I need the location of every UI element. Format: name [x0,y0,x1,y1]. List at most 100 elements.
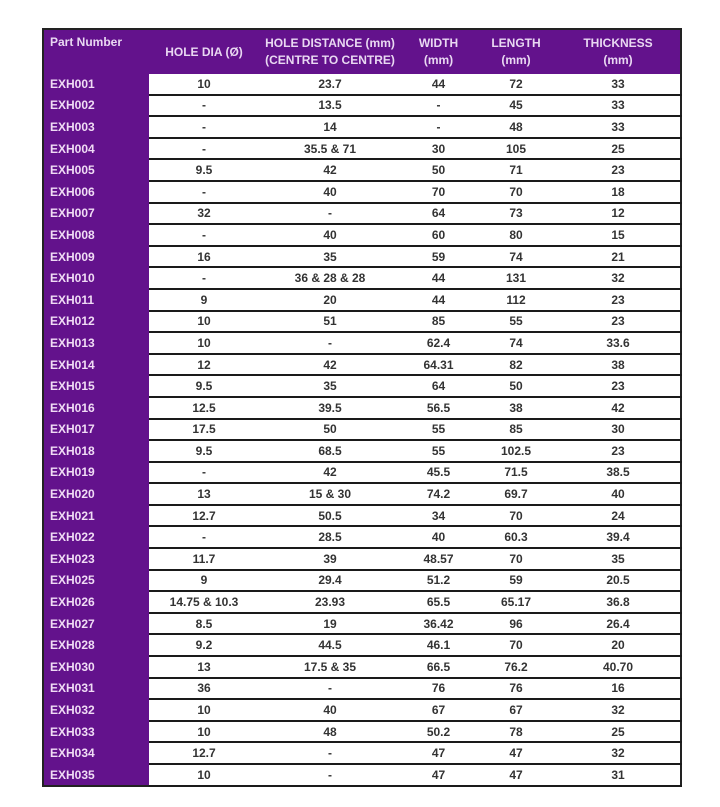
cell-width: 55 [401,418,476,442]
cell-width: 59 [401,245,476,269]
cell-length: 60.3 [476,526,556,550]
cell-part-number: EXH013 [43,332,149,355]
cell-thickness: 26.4 [556,612,682,636]
cell-hole-distance: - [259,202,401,226]
header-part-number: Part Number [43,29,149,74]
cell-thickness: 23 [556,310,682,334]
cell-hole-dia: 10 [149,74,259,96]
cell-width: 64 [401,202,476,226]
cell-hole-dia: 17.5 [149,418,259,442]
cell-part-number: EXH004 [43,137,149,160]
table-row: EXH032 10 40 67 67 32 [43,699,682,722]
cell-thickness: 25 [556,137,682,161]
cell-hole-distance: - [259,764,401,787]
cell-length: 70 [476,180,556,204]
cell-width: - [401,94,476,118]
table-row: EXH001 10 23.7 44 72 33 [43,74,682,96]
cell-hole-distance: 40 [259,180,401,204]
cell-length: 105 [476,137,556,161]
table-row: EXH011 9 20 44 112 23 [43,288,682,312]
cell-width: 51.2 [401,569,476,593]
cell-length: 78 [476,720,556,744]
header-line1: HOLE DIA (Ø) [165,44,243,59]
cell-part-number: EXH019 [43,461,149,484]
cell-part-number: EXH025 [43,569,149,592]
table-row: EXH018 9.5 68.5 55 102.5 23 [43,440,682,463]
cell-part-number: EXH015 [43,375,149,398]
cell-hole-dia: 13 [149,483,259,506]
cell-hole-distance: 35.5 & 71 [259,137,401,161]
cell-width: 62.4 [401,332,476,355]
cell-thickness: 38.5 [556,461,682,485]
cell-width: 48.57 [401,548,476,571]
cell-width: 66.5 [401,656,476,679]
cell-length: 48 [476,116,556,139]
cell-hole-distance: 68.5 [259,440,401,463]
cell-thickness: 15 [556,224,682,247]
cell-part-number: EXH028 [43,634,149,657]
table-row: EXH025 9 29.4 51.2 59 20.5 [43,569,682,593]
table-row: EXH031 36-76 76 16 [43,677,682,701]
header-line1: Part Number [50,35,123,49]
cell-part-number: EXH016 [43,396,149,419]
cell-part-number: EXH020 [43,483,149,506]
cell-part-number: EXH006 [43,180,149,204]
cell-width: 44 [401,267,476,290]
cell-hole-distance: 44.5 [259,634,401,658]
table-row: EXH009 16 35 59 74 21 [43,245,682,269]
cell-hole-dia: - [149,526,259,550]
cell-hole-distance: 35 [259,375,401,398]
table-row: EXH030 13 17.5 & 35 66.5 76.2 40.70 [43,656,682,679]
cell-part-number: EXH017 [43,418,149,441]
cell-hole-dia: - [149,224,259,247]
table-row: EXH014 12 42 64.31 82 38 [43,353,682,377]
table-row: EXH026 14.75 & 10.3 23.93 65.5 65.17 36.8 [43,591,682,614]
cell-thickness: 40.70 [556,656,682,679]
cell-hole-distance: 50.5 [259,504,401,528]
cell-hole-dia: 8.5 [149,612,259,636]
cell-thickness: 23 [556,159,682,182]
cell-part-number: EXH023 [43,548,149,571]
cell-length: 47 [476,764,556,787]
cell-length: 65.17 [476,591,556,614]
cell-thickness: 23 [556,440,682,463]
cell-length: 131 [476,267,556,290]
cell-part-number: EXH031 [43,677,149,700]
cell-length: 45 [476,94,556,118]
cell-thickness: 18 [556,180,682,204]
cell-part-number: EXH007 [43,202,149,225]
cell-part-number: EXH005 [43,159,149,182]
table-row: EXH002-13.5-45 33 [43,94,682,118]
cell-hole-dia: 10 [149,764,259,787]
cell-hole-dia: 9 [149,288,259,312]
cell-length: 73 [476,202,556,226]
cell-thickness: 12 [556,202,682,226]
cell-length: 69.7 [476,483,556,506]
cell-width: 64.31 [401,353,476,377]
cell-hole-distance: 14 [259,116,401,139]
cell-length: 96 [476,612,556,636]
cell-part-number: EXH008 [43,224,149,247]
header-line1: HOLE DISTANCE (mm) [265,36,395,50]
header-line1: LENGTH [491,36,541,50]
cell-width: 40 [401,526,476,550]
cell-hole-dia: - [149,94,259,118]
cell-hole-dia: 12.5 [149,396,259,420]
cell-length: 38 [476,396,556,420]
cell-length: 71 [476,159,556,182]
cell-hole-dia: 13 [149,656,259,679]
cell-hole-dia: - [149,461,259,485]
cell-width: 45.5 [401,461,476,485]
cell-hole-distance: 50 [259,418,401,442]
cell-thickness: 20.5 [556,569,682,593]
header-width: WIDTH (mm) [401,29,476,74]
cell-thickness: 25 [556,720,682,744]
cell-thickness: 39.4 [556,526,682,550]
header-thickness: THICKNESS (mm) [556,29,681,74]
cell-width: 85 [401,310,476,334]
cell-hole-distance: 35 [259,245,401,269]
cell-width: 74.2 [401,483,476,506]
table-row: EXH033 10 48 50.2 78 25 [43,720,682,744]
table-row: EXH034 12.7-47 47 32 [43,742,682,765]
cell-width: 70 [401,180,476,204]
